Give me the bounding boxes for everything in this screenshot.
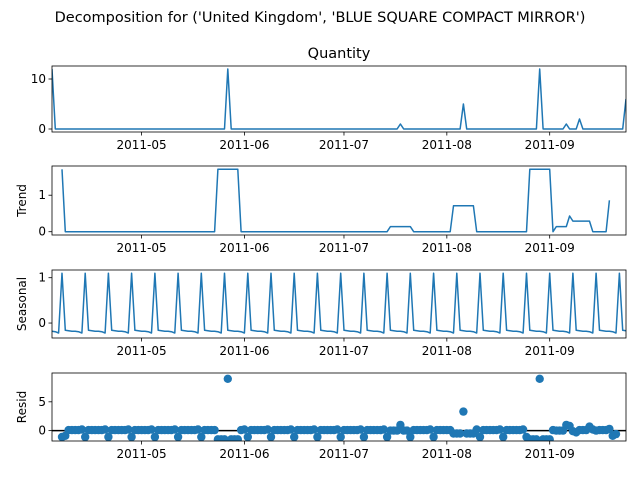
series-line [52,68,626,130]
resid-point [147,425,156,434]
resid-point [495,425,505,434]
resid-point [220,435,229,441]
resid-point [197,432,206,441]
resid-point [124,425,133,434]
plot-area [52,374,626,441]
x-tick-label: 2011-09 [525,344,575,358]
resid-point [81,432,90,441]
y-tick-label: 0 [38,316,46,330]
plot-area [52,68,626,130]
y-tick-label: 0 [38,225,46,239]
resid-point [499,432,508,441]
resid-point [605,424,614,434]
x-tick-label: 2011-09 [525,138,575,152]
y-axis-label: Resid [15,391,29,423]
resid-point [459,407,468,416]
resid-point [406,432,415,441]
x-tick-label: 2011-06 [219,344,269,358]
resid-point [223,374,232,383]
resid-point [127,432,136,441]
y-tick-label: 0 [38,424,46,438]
axes-frame [51,269,627,339]
x-tick-label: 2011-05 [117,241,167,255]
resid-point [359,432,369,441]
resid-point [233,435,242,441]
y-axis-label: Seasonal [15,277,29,331]
x-tick-label: 2011-08 [422,447,472,461]
resid-point [309,425,319,434]
resid-point [173,432,183,441]
resid-point [429,432,438,441]
resid-point [286,425,296,434]
plot-area [61,168,611,233]
axes-frame [51,372,627,442]
x-tick-label: 2011-06 [219,241,269,255]
resid-point [518,425,528,434]
resid-point [356,425,365,434]
x-tick-label: 2011-06 [219,447,269,461]
series-line [61,168,611,233]
axes-frame [51,65,627,133]
resid-point [382,432,392,441]
resid-point [313,432,322,441]
resid-point [532,435,541,441]
resid-point [100,425,110,434]
y-tick-label: 0 [38,122,46,136]
y-tick-label: 5 [38,395,46,409]
series-line [52,272,626,334]
resid-point [475,432,485,441]
x-tick-label: 2011-05 [117,447,167,461]
resid-point [379,425,388,434]
resid-point [290,432,299,441]
panel-resid: Resid 0 5 2011-05 2011-06 2011-07 2011-08 2011-… [15,372,627,461]
panel-title: Quantity [308,46,371,62]
plot-area [52,272,626,334]
x-tick-label: 2011-09 [525,447,575,461]
x-tick-label: 2011-08 [422,344,472,358]
panel-seasonal: Seasonal 0 1 2011-05 2011-06 2011-07 2011-08 20… [15,269,627,358]
resid-point [193,425,203,434]
resid-point [472,425,481,434]
figure-suptitle: Decomposition for ('United Kingdom', 'BL… [55,10,586,26]
resid-point [170,425,179,434]
x-tick-label: 2011-07 [319,344,369,358]
resid-point [402,426,412,435]
x-tick-label: 2011-05 [117,138,167,152]
panel-observed: Quantity 0 10 2011-05 2011-06 2011-07 2011-08 2… [31,46,627,152]
resid-point [104,432,113,441]
axes-frame [51,165,627,236]
resid-point [426,425,435,434]
resid-point [263,425,272,434]
x-tick-label: 2011-05 [117,344,167,358]
resid-point [336,432,345,441]
resid-point [77,425,87,434]
x-tick-label: 2011-09 [525,241,575,255]
y-tick-label: 1 [38,271,46,285]
resid-point [266,432,276,441]
y-tick-label: 1 [38,188,46,202]
resid-point [535,374,544,383]
x-tick-label: 2011-07 [319,241,369,255]
panel-trend: Trend 0 1 2011-05 2011-06 2011-07 2011-08 2011-… [15,165,627,255]
y-axis-label: Trend [15,184,29,218]
resid-point [150,432,160,441]
x-tick-label: 2011-07 [319,447,369,461]
x-tick-label: 2011-06 [219,138,269,152]
resid-point [333,425,342,434]
resid-point [455,429,465,438]
x-tick-label: 2011-08 [422,241,472,255]
y-tick-label: 10 [31,72,46,86]
resid-point [240,425,249,434]
resid-point [243,432,252,441]
x-tick-label: 2011-08 [422,138,472,152]
resid-point [611,429,621,439]
resid-point [210,425,219,435]
resid-point [545,435,554,441]
x-tick-label: 2011-07 [319,138,369,152]
